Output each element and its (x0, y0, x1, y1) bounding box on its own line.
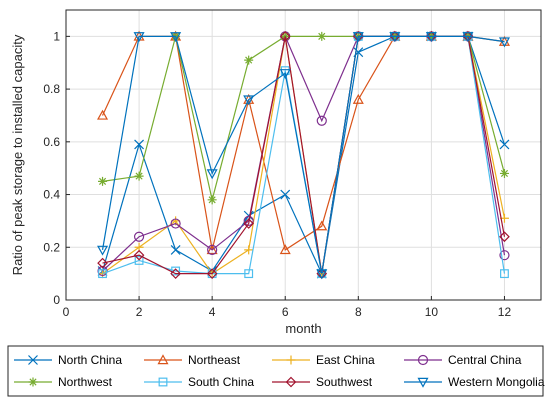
legend: North China Northeast East China Central Ch… (7, 345, 545, 397)
data-point (134, 139, 145, 150)
data-point (97, 245, 109, 256)
data-point (499, 168, 509, 178)
data-point (244, 269, 254, 279)
data-point (279, 31, 291, 42)
data-point (280, 189, 291, 200)
data-point (316, 115, 327, 126)
legend-marker (417, 354, 429, 366)
legend-item-central-china: Central China (404, 353, 522, 367)
data-point (425, 32, 437, 43)
data-point (316, 269, 328, 280)
series-northeast (97, 30, 510, 255)
data-point (317, 31, 327, 41)
data-point (97, 109, 109, 120)
data-point (206, 169, 218, 180)
data-point (316, 220, 328, 231)
data-point (97, 257, 108, 269)
y-tick-label: 0 (53, 293, 60, 307)
data-point (206, 268, 218, 279)
data-point (389, 32, 401, 43)
x-tick-label: 6 (282, 305, 289, 319)
legend-item-east-china: East China (272, 353, 375, 367)
data-point (97, 265, 108, 277)
x-tick-label: 10 (425, 305, 439, 319)
data-point (170, 268, 181, 279)
y-axis-label: Ratio of peak storage to installed capac… (10, 34, 25, 275)
data-point (500, 269, 509, 279)
legend-item-western-mongolia: Western Mongolia (404, 375, 545, 389)
series-northwest (98, 31, 509, 205)
axis-ticks: 0 2 4 6 8 10 12 0 0.2 0.4 0.6 0.8 1 (43, 29, 511, 319)
legend-label: Northwest (58, 375, 113, 389)
data-point (244, 55, 254, 65)
plot-frame (65, 9, 542, 301)
x-tick-label: 2 (136, 305, 143, 319)
legend-label: East China (316, 353, 375, 367)
data-point (206, 244, 218, 255)
x-tick-label: 0 (63, 305, 70, 319)
legend-item-south-china: South China (144, 375, 254, 389)
data-point (243, 95, 255, 106)
data-point (98, 269, 107, 279)
data-point (133, 249, 145, 261)
legend-box (7, 345, 544, 397)
series-layer (97, 30, 510, 280)
legend-label: Western Mongolia (448, 375, 545, 389)
legend-item-southwest: Southwest (272, 375, 373, 389)
x-tick-label: 12 (498, 305, 512, 319)
legend-item-north-china: North China (14, 353, 122, 367)
series-southwest (97, 31, 510, 279)
data-point (499, 231, 510, 243)
legend-label: Northeast (188, 353, 241, 367)
series-western-mongolia (97, 32, 510, 280)
data-point (499, 139, 510, 150)
data-point (352, 32, 364, 43)
legend-label: Central China (448, 353, 522, 367)
legend-marker (158, 377, 168, 387)
x-axis-label: month (285, 321, 321, 336)
data-point (462, 32, 474, 43)
legend-marker (286, 355, 296, 365)
legend-marker (417, 377, 429, 388)
data-point (98, 176, 108, 186)
y-tick-label: 1 (53, 29, 60, 43)
data-point (243, 215, 254, 227)
data-point (352, 93, 364, 104)
series-line-northeast (101, 35, 505, 251)
data-point (133, 231, 145, 242)
data-point (498, 37, 510, 48)
legend-marker (28, 377, 38, 387)
data-point (279, 69, 291, 80)
data-point (279, 244, 291, 255)
data-point (170, 244, 181, 255)
y-tick-label: 0.4 (43, 188, 60, 202)
data-point (244, 245, 254, 255)
x-tick-label: 4 (209, 305, 216, 319)
data-point (133, 32, 145, 43)
data-point (207, 195, 217, 205)
data-point (170, 218, 181, 229)
data-point (243, 210, 254, 221)
data-point (499, 250, 510, 261)
legend-label: North China (58, 353, 122, 367)
legend-item-northwest: Northwest (14, 375, 113, 389)
legend-label: South China (188, 375, 254, 389)
y-tick-label: 0.6 (43, 135, 60, 149)
legend-marker (28, 355, 38, 365)
y-tick-label: 0.2 (43, 240, 60, 254)
y-tick-label: 0.8 (43, 82, 60, 96)
series-line-western-mongolia (101, 35, 505, 274)
legend-item-northeast: Northeast (144, 353, 241, 367)
legend-label: Southwest (316, 375, 373, 389)
data-point (134, 171, 144, 181)
data-point (243, 218, 255, 229)
legend-marker (285, 376, 297, 388)
data-point (171, 266, 181, 276)
data-point (207, 244, 218, 256)
data-point (170, 32, 182, 43)
data-point (134, 256, 144, 265)
legend-marker (157, 354, 169, 365)
x-tick-label: 8 (355, 305, 362, 319)
